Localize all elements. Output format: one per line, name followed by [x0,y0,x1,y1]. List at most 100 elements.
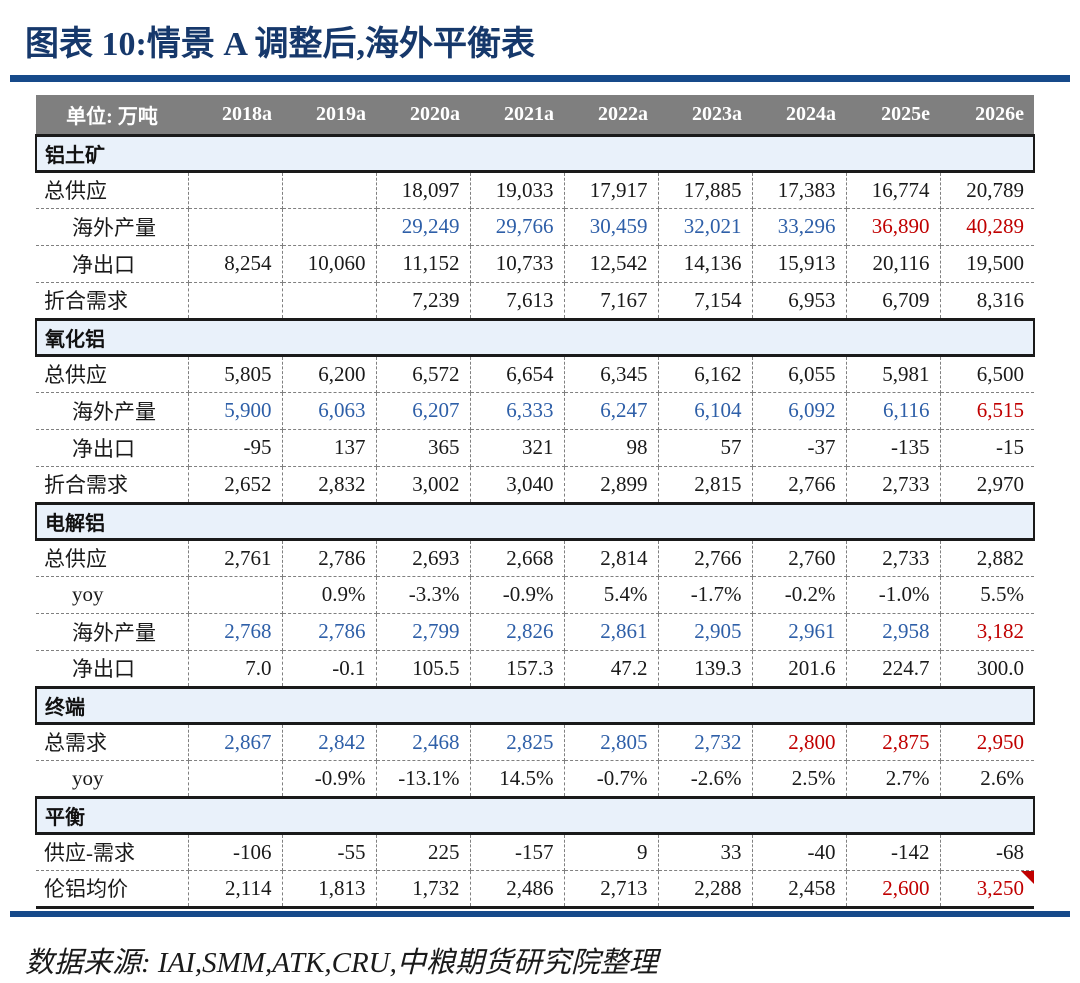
cell-value: 6,200 [282,355,377,393]
row-label: 净出口 [36,245,189,283]
section-label: 终端 [35,685,1035,725]
cell-value: 139.3 [658,650,753,688]
row-label: 净出口 [36,429,189,467]
cell-value: 5.5% [940,576,1034,614]
table-row: 总需求 2,867 2,842 2,468 2,825 2,805 2,732 2,800 2,… [36,723,1034,761]
year-header: 2020a [376,95,470,137]
cell-value: 2,668 [470,539,565,577]
row-label: 伦铝均价 [36,870,189,909]
cell-value: 8,254 [188,245,283,283]
cell-value: 9 [564,833,659,871]
cell-value: 224.7 [846,650,941,688]
cell-value: 225 [376,833,471,871]
cell-value: 7,239 [376,282,471,320]
cell-value: 2,826 [470,613,565,651]
cell-value: 10,060 [282,245,377,283]
table-row: 净出口 -95 137 365 321 98 57 -37 -135 -15 [36,429,1034,467]
year-header: 2025e [846,95,940,137]
section-row: 终端 [35,685,1035,725]
section-row: 电解铝 [35,501,1035,541]
cell-value: 2,693 [376,539,471,577]
cell-value: 6,092 [752,392,847,430]
cell-value: 201.6 [752,650,847,688]
data-source: 数据来源: IAI,SMM,ATK,CRU,中粮期货研究院整理 [25,946,658,979]
cell-value: 5,900 [188,392,283,430]
cell-value: -95 [188,429,283,467]
cell-value: -142 [846,833,941,871]
cell-value: 7,154 [658,282,753,320]
table-row: 总供应 18,097 19,033 17,917 17,885 17,383 16,774 2… [36,171,1034,209]
cell-value: 6,333 [470,392,565,430]
table-row: 供应-需求 -106 -55 225 -157 9 33 -40 -142 -68 [36,833,1034,871]
row-label: 总供应 [36,539,189,577]
cell-value: 6,953 [752,282,847,320]
cell-value: 137 [282,429,377,467]
cell-value: 15,913 [752,245,847,283]
cell-value: 8,316 [940,282,1034,320]
table-body: 铝土矿 总供应 18,097 19,033 17,917 17,885 17,383 16,7… [35,133,1035,909]
unit-label: 单位: 万吨 [36,95,188,137]
cell-value: 2,768 [188,613,283,651]
cell-value: 5,981 [846,355,941,393]
cell-value: 6,515 [940,392,1034,430]
cell-value: 157.3 [470,650,565,688]
cell-value: 2,815 [658,466,753,504]
cell-value: 17,383 [752,171,847,209]
cell-value: -1.0% [846,576,941,614]
cell-value: -55 [282,833,377,871]
cell-value [188,576,283,614]
cell-value: 30,459 [564,208,659,246]
table-row: 净出口 8,254 10,060 11,152 10,733 12,542 14,136 15… [36,245,1034,283]
cell-value: 7,167 [564,282,659,320]
row-label: 海外产量 [36,392,189,430]
cell-value: -15 [940,429,1034,467]
row-label: 净出口 [36,650,189,688]
cell-value: 19,500 [940,245,1034,283]
cell-value: 0.9% [282,576,377,614]
cell-value: 29,249 [376,208,471,246]
table-row: 总供应 2,761 2,786 2,693 2,668 2,814 2,766 2,760 2,… [36,539,1034,577]
cell-value: 2,486 [470,870,565,909]
cell-value: -0.2% [752,576,847,614]
row-label: yoy [36,760,189,798]
cell-value: 6,063 [282,392,377,430]
cell-value: 2,950 [940,723,1034,761]
cell-value: 2,800 [752,723,847,761]
cell-value: 6,207 [376,392,471,430]
cell-value: 2,905 [658,613,753,651]
year-header: 2018a [188,95,282,137]
cell-value: 2,468 [376,723,471,761]
year-header: 2023a [658,95,752,137]
cell-value: 6,055 [752,355,847,393]
table-row: yoy -0.9% -13.1% 14.5% -0.7% -2.6% 2.5% 2.7% 2.6… [36,760,1034,798]
cell-value: 2.7% [846,760,941,798]
cell-value: 2,458 [752,870,847,909]
cell-value: 57 [658,429,753,467]
cell-value: 3,182 [940,613,1034,651]
cell-value [282,282,377,320]
cell-value: 2,733 [846,539,941,577]
cell-value [282,208,377,246]
cell-value: 2.5% [752,760,847,798]
cell-value: 2,842 [282,723,377,761]
year-header: 2022a [564,95,658,137]
cell-value: 32,021 [658,208,753,246]
cell-value [188,208,283,246]
cell-value: 7,613 [470,282,565,320]
cell-value: 321 [470,429,565,467]
cell-value: 2,786 [282,539,377,577]
row-label: 总供应 [36,355,189,393]
page-title: 图表 10:情景 A 调整后,海外平衡表 [25,26,535,63]
cell-value: -37 [752,429,847,467]
balance-table: 单位: 万吨 2018a 2019a 2020a 2021a 2022a 2023a 2024… [35,95,1035,909]
section-label: 电解铝 [35,501,1035,541]
cell-value: 1,813 [282,870,377,909]
row-label: yoy [36,576,189,614]
cell-value: 2,761 [188,539,283,577]
table-row: yoy 0.9% -3.3% -0.9% 5.4% -1.7% -0.2% -1.0% 5.5% [36,576,1034,614]
cell-value: 2,288 [658,870,753,909]
section-row: 平衡 [35,795,1035,835]
cell-value: 17,885 [658,171,753,209]
cell-value: 365 [376,429,471,467]
cell-value: 17,917 [564,171,659,209]
